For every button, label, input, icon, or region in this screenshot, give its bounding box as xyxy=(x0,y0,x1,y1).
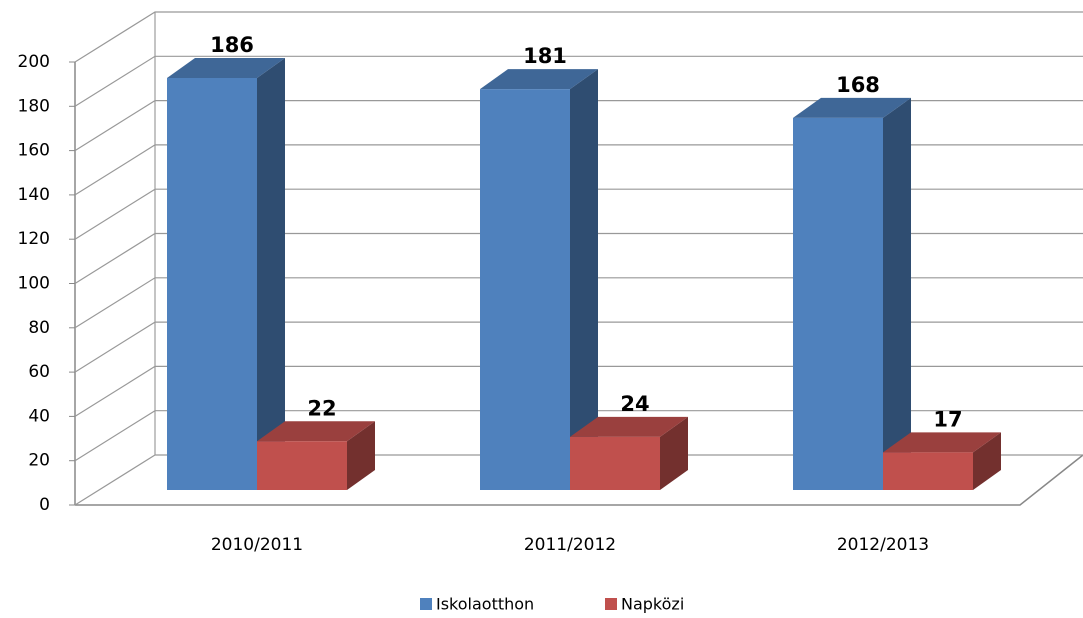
legend-swatch xyxy=(420,598,432,610)
y-tick-label: 160 xyxy=(18,141,50,161)
bar xyxy=(480,69,598,491)
bar-front xyxy=(167,78,257,490)
value-label: 22 xyxy=(307,396,336,420)
y-tick-label: 140 xyxy=(18,185,50,205)
x-tick-label: 2010/2011 xyxy=(211,535,303,555)
bar xyxy=(167,58,285,490)
grid-line xyxy=(74,55,1083,107)
grid-line xyxy=(74,99,1083,152)
grid-line xyxy=(74,277,1083,329)
bar-side xyxy=(973,432,1001,490)
legend-label: Napközi xyxy=(621,595,684,614)
floor xyxy=(75,454,1083,506)
y-tick-label: 180 xyxy=(18,96,50,116)
value-label: 17 xyxy=(933,407,962,431)
value-label: 24 xyxy=(620,392,649,416)
bar-top xyxy=(167,58,285,79)
y-tick-label: 100 xyxy=(18,274,50,294)
value-label: 168 xyxy=(836,73,880,97)
bar-side xyxy=(257,58,285,490)
grid-line xyxy=(74,144,1083,196)
bar-top xyxy=(480,69,598,90)
legend-label: Iskolaotthon xyxy=(436,595,534,614)
grid-line xyxy=(74,410,1083,462)
value-label: 186 xyxy=(210,33,254,57)
bar-front xyxy=(257,441,347,490)
x-tick-label: 2012/2013 xyxy=(837,535,929,555)
y-tick-label: 120 xyxy=(18,229,50,249)
bar-side xyxy=(347,421,375,490)
y-tick-label: 200 xyxy=(18,52,50,72)
bar-top xyxy=(257,421,375,442)
bar-front xyxy=(793,117,883,490)
bar-side xyxy=(570,69,598,491)
grid-line xyxy=(74,454,1083,506)
bar-side xyxy=(660,416,688,490)
x-tick-label: 2011/2012 xyxy=(524,535,616,555)
y-tick-label: 0 xyxy=(39,495,50,515)
y-tick-label: 40 xyxy=(28,406,50,426)
bar-side xyxy=(883,97,911,490)
bar-front xyxy=(570,436,660,490)
value-label: 181 xyxy=(523,44,567,68)
grid-line xyxy=(74,365,1083,417)
bar-top xyxy=(883,432,1001,453)
bar-top xyxy=(570,416,688,437)
y-tick-label: 60 xyxy=(28,362,50,382)
y-tick-label: 80 xyxy=(28,318,50,338)
bar xyxy=(883,432,1001,490)
y-tick-label: 20 xyxy=(28,451,50,471)
bar xyxy=(257,421,375,490)
grid-line xyxy=(74,232,1083,285)
grid-line xyxy=(74,11,1083,63)
bar xyxy=(793,97,911,490)
bar-top xyxy=(793,97,911,118)
bar xyxy=(570,416,688,490)
legend-swatch xyxy=(605,598,617,610)
grid-line xyxy=(74,321,1083,373)
bar-front xyxy=(480,89,570,491)
bar-front xyxy=(883,452,973,490)
grid-line xyxy=(74,188,1083,240)
